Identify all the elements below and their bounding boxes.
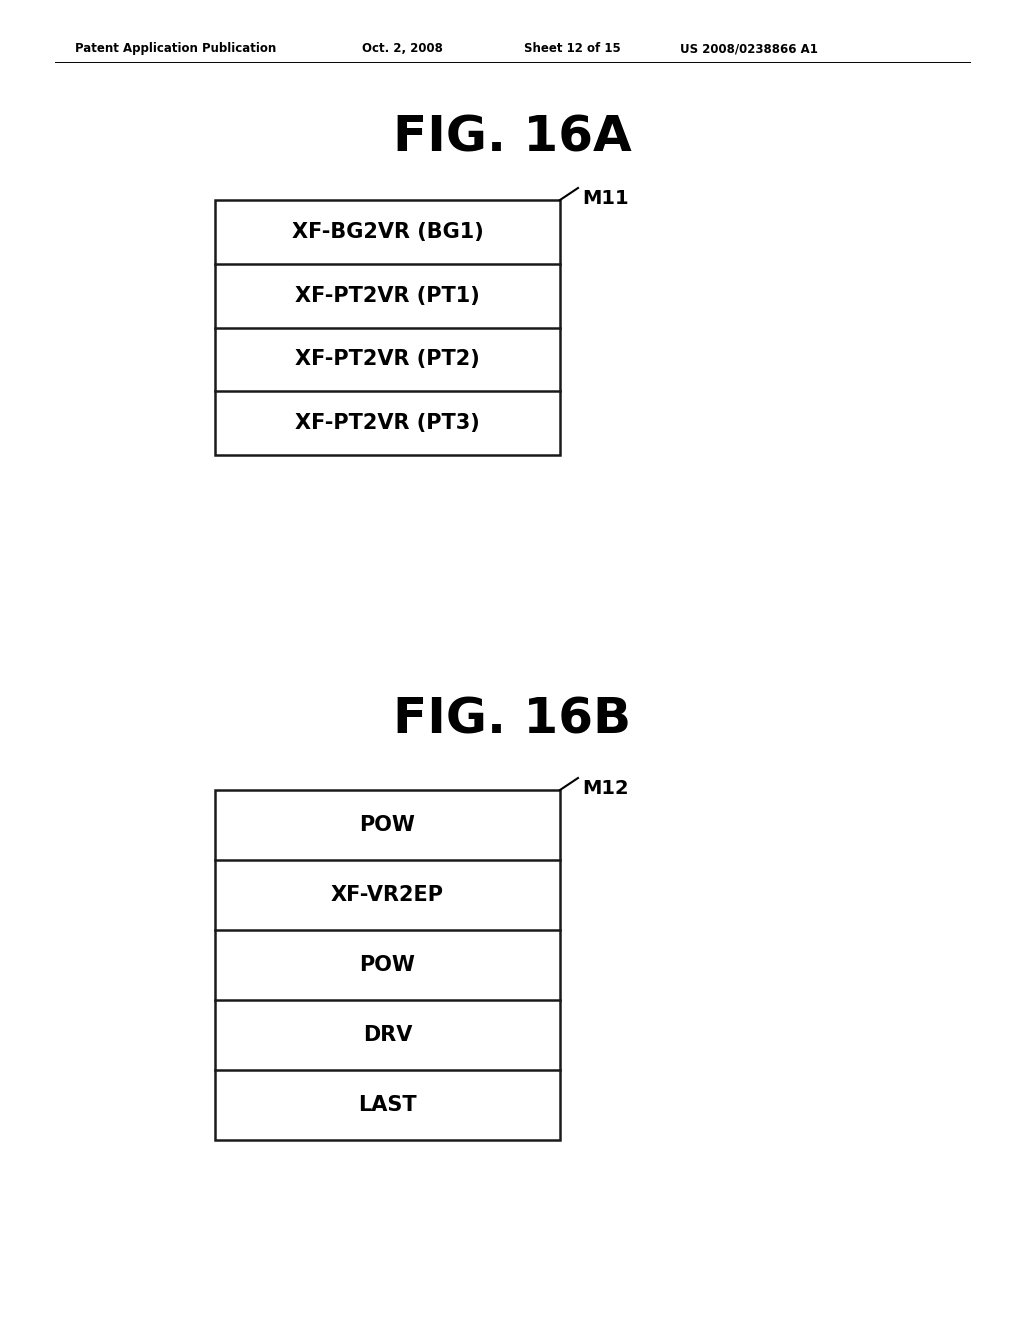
Text: DRV: DRV	[362, 1026, 413, 1045]
Text: Sheet 12 of 15: Sheet 12 of 15	[524, 42, 621, 55]
Text: Patent Application Publication: Patent Application Publication	[75, 42, 276, 55]
Text: M12: M12	[582, 779, 629, 797]
Text: Oct. 2, 2008: Oct. 2, 2008	[362, 42, 442, 55]
Text: XF-VR2EP: XF-VR2EP	[331, 884, 444, 906]
Text: XF-BG2VR (BG1): XF-BG2VR (BG1)	[292, 222, 483, 242]
Text: XF-PT2VR (PT2): XF-PT2VR (PT2)	[295, 350, 480, 370]
Text: FIG. 16A: FIG. 16A	[392, 114, 632, 162]
Text: FIG. 16B: FIG. 16B	[393, 696, 631, 744]
Text: XF-PT2VR (PT1): XF-PT2VR (PT1)	[295, 285, 480, 306]
Text: M11: M11	[582, 189, 629, 207]
Bar	[215, 201, 560, 455]
Text: LAST: LAST	[358, 1096, 417, 1115]
Text: XF-PT2VR (PT3): XF-PT2VR (PT3)	[295, 413, 480, 433]
Bar	[215, 789, 560, 1140]
Text: US 2008/0238866 A1: US 2008/0238866 A1	[680, 42, 818, 55]
Text: POW: POW	[359, 954, 416, 975]
Text: POW: POW	[359, 814, 416, 836]
